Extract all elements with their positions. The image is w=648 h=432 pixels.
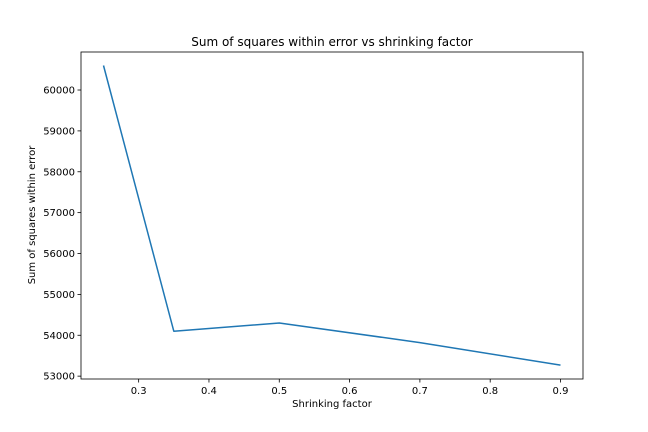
y-tick-label: 56000	[43, 249, 75, 260]
y-tick-label: 59000	[43, 126, 75, 137]
series-layer	[102, 64, 562, 367]
x-axis: 0.3 0.4 0.5 0.6 0.7 0.8 0.9	[131, 379, 569, 397]
data-point	[559, 364, 562, 367]
x-tick-label: 0.8	[482, 386, 498, 397]
plot-frame	[80, 51, 584, 380]
plot-area	[80, 51, 584, 380]
series-line	[102, 65, 561, 366]
x-tick-label: 0.6	[342, 386, 358, 397]
chart-title: Sum of squares within error vs shrinking…	[191, 35, 473, 49]
y-tick-label: 58000	[43, 167, 75, 178]
data-point	[418, 341, 421, 344]
x-tick-label: 0.7	[412, 386, 428, 397]
data-point	[172, 330, 175, 333]
y-tick-label: 57000	[43, 208, 75, 219]
x-tick-label: 0.4	[201, 386, 217, 397]
x-tick-label: 0.5	[271, 386, 287, 397]
y-tick-label: 53000	[43, 372, 75, 383]
x-tick-label: 0.3	[131, 386, 147, 397]
x-tick-label: 0.9	[553, 386, 569, 397]
data-point	[102, 64, 105, 67]
y-tick-label: 55000	[43, 290, 75, 301]
y-tick-label: 60000	[43, 86, 75, 97]
y-tick-label: 54000	[43, 331, 75, 342]
x-axis-label: Shrinking factor	[292, 399, 373, 410]
data-point	[278, 322, 281, 325]
y-axis: 53000 54000 55000 56000 57000 58000 59000 60000	[43, 86, 81, 383]
y-axis-label: Sum of squares within error	[27, 145, 38, 284]
